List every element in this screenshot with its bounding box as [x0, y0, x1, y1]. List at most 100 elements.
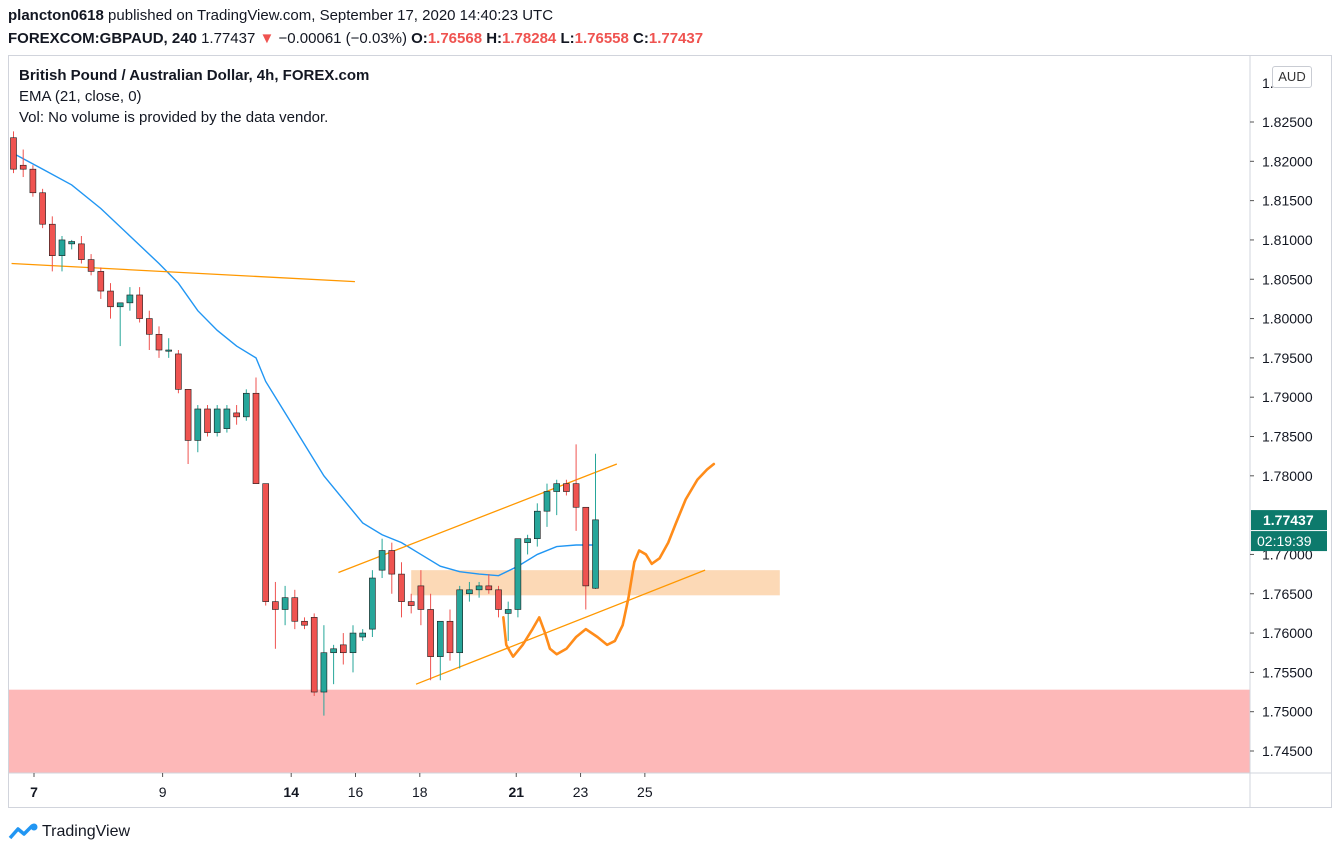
- y-tick-label: 1.78500: [1262, 429, 1313, 445]
- candle-body: [291, 597, 299, 622]
- candle-body: [10, 137, 17, 170]
- candle-body: [116, 302, 124, 308]
- candle-body: [243, 392, 250, 418]
- publish-info: plancton0618 published on TradingView.co…: [8, 7, 553, 24]
- candle: [398, 562, 405, 618]
- y-tick-label: 1.82500: [1262, 114, 1313, 130]
- candle-body: [553, 483, 561, 492]
- last-price: 1.77437: [201, 30, 256, 47]
- x-tick-label: 23: [573, 784, 589, 800]
- candle: [165, 338, 172, 358]
- candle: [514, 538, 522, 618]
- legend-title: British Pound / Australian Dollar, 4h, F…: [19, 67, 370, 84]
- candle-body: [398, 573, 405, 602]
- candle-body: [339, 644, 347, 654]
- candle: [407, 593, 415, 614]
- candle-body: [475, 585, 483, 591]
- candle-body: [175, 353, 182, 390]
- open-label: O:: [411, 30, 428, 47]
- candle: [339, 633, 347, 665]
- publisher-username[interactable]: plancton0618: [8, 7, 104, 24]
- candle: [78, 236, 85, 264]
- candle-body: [204, 408, 211, 433]
- candle: [475, 581, 483, 598]
- candle-body: [359, 632, 367, 638]
- candle: [223, 405, 231, 433]
- candle: [194, 405, 202, 453]
- candle: [126, 287, 134, 311]
- y-tick-label: 1.81000: [1262, 232, 1313, 248]
- x-tick-label: 25: [637, 784, 653, 800]
- low-label: L:: [560, 30, 575, 47]
- candle-body: [262, 483, 270, 602]
- candle: [291, 589, 299, 630]
- current-price-tag: [1251, 510, 1327, 531]
- x-tick-label: 7: [30, 784, 38, 800]
- candle-body: [87, 259, 95, 272]
- candle-body: [330, 648, 337, 654]
- candle: [388, 542, 396, 594]
- candle-body: [320, 652, 328, 693]
- candle-body: [427, 609, 434, 657]
- candle: [330, 644, 337, 685]
- legend-ema[interactable]: EMA (21, close, 0): [19, 88, 142, 105]
- candle: [466, 581, 473, 602]
- candle: [359, 629, 367, 641]
- x-tick-label: 14: [283, 784, 299, 800]
- candle-body: [495, 589, 502, 610]
- symbol-name: FOREXCOM:GBPAUD, 240: [8, 30, 197, 47]
- candle-body: [466, 589, 473, 595]
- candle: [68, 239, 75, 250]
- countdown-tag: [1251, 531, 1327, 552]
- candle-body: [582, 506, 590, 587]
- candle: [87, 254, 95, 276]
- candle-body: [48, 223, 56, 256]
- current-price-label: 1.77437: [1263, 512, 1314, 528]
- candle-body: [146, 318, 153, 335]
- y-tick-label: 1.81500: [1262, 193, 1313, 209]
- legend-volume[interactable]: Vol: No volume is provided by the data v…: [19, 109, 329, 126]
- candle: [553, 479, 561, 516]
- candle: [320, 625, 328, 716]
- countdown-label: 02:19:39: [1257, 533, 1312, 549]
- candle-body: [417, 585, 425, 610]
- high-label: H:: [486, 30, 503, 47]
- y-tick-label: 1.79000: [1262, 389, 1313, 405]
- x-tick-label: 16: [348, 784, 364, 800]
- price-change: −0.00061 (−0.03%): [278, 30, 407, 47]
- candle-body: [29, 168, 37, 194]
- candle: [97, 267, 105, 299]
- candle-body: [485, 585, 493, 591]
- candle-body: [223, 408, 231, 429]
- candle-body: [369, 577, 376, 630]
- candle-body: [349, 632, 357, 654]
- candle-body: [543, 491, 551, 512]
- candle: [19, 149, 27, 178]
- ema-line: [13, 152, 596, 577]
- candle-body: [272, 601, 279, 610]
- candle: [378, 538, 386, 579]
- candle: [116, 302, 124, 347]
- candle: [10, 131, 17, 174]
- candle-body: [378, 550, 386, 571]
- candle-body: [39, 192, 46, 225]
- close-value: 1.77437: [648, 30, 704, 47]
- candle: [146, 310, 153, 351]
- chart-frame: [8, 55, 1332, 808]
- candle-body: [194, 408, 202, 441]
- candle-body: [524, 538, 531, 543]
- tradingview-footer[interactable]: TradingView: [8, 822, 130, 842]
- candle-body: [165, 349, 172, 352]
- high-value: 1.78284: [502, 30, 557, 47]
- currency-button[interactable]: AUD: [1272, 66, 1312, 88]
- trendline-1: [11, 262, 355, 283]
- candle-body: [281, 597, 289, 610]
- candle-body: [78, 243, 85, 260]
- candle: [136, 287, 143, 323]
- candle: [252, 377, 260, 484]
- candle: [310, 613, 318, 696]
- candle: [272, 581, 279, 649]
- candle: [572, 444, 580, 531]
- candle: [456, 585, 464, 669]
